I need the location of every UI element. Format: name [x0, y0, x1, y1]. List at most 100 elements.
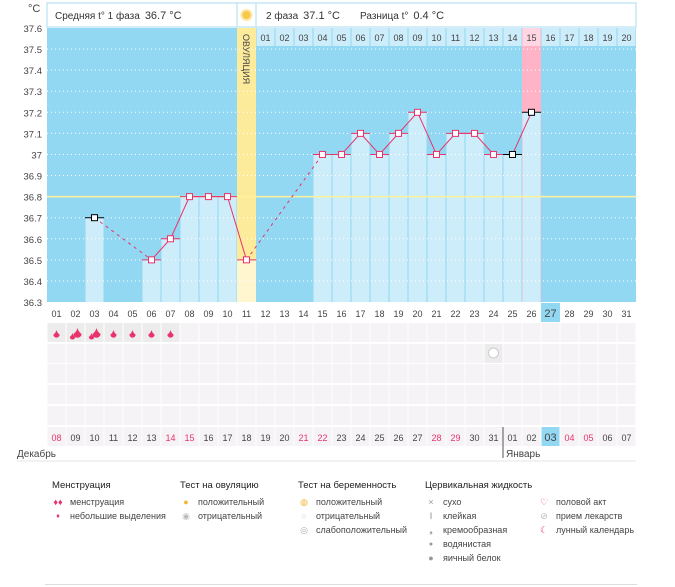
date-cell — [579, 427, 598, 446]
temperature-bar — [465, 133, 484, 302]
symptom-cell — [579, 323, 598, 342]
menstruation-icon — [92, 328, 101, 338]
legend-pregnancy-test: Тест на беременность ◍ положительный ○ отр… — [298, 480, 407, 537]
egg-white-icon: ● — [428, 553, 434, 563]
phase2-day-label: 08 — [393, 33, 403, 43]
cycle-day-label: 10 — [222, 309, 232, 319]
symptom-cell — [218, 344, 237, 363]
date-label: 18 — [241, 433, 251, 443]
temperature-line-segment — [341, 133, 361, 155]
date-label: 10 — [89, 433, 99, 443]
phase2-day-cell — [389, 28, 408, 46]
symptom-cell — [370, 344, 389, 363]
temperature-line-segment — [94, 217, 152, 261]
symptom-cell — [66, 344, 85, 363]
divider — [45, 584, 637, 585]
y-tick-label: 37.6 — [24, 24, 43, 35]
symptom-cell — [104, 364, 123, 383]
cycle-day-label: 24 — [488, 309, 498, 319]
date-label: 12 — [127, 433, 137, 443]
phase2-day-label: 18 — [583, 33, 593, 43]
symptom-cell — [218, 406, 237, 425]
symptom-cell — [237, 364, 256, 383]
date-cell — [142, 427, 161, 446]
symptom-cell — [47, 406, 66, 425]
symptom-cell — [256, 364, 275, 383]
symptom-cell — [484, 385, 503, 404]
date-cell — [66, 427, 85, 446]
y-tick-label: 36.8 — [24, 193, 43, 204]
symptom-cell — [617, 344, 636, 363]
temperature-bar — [484, 154, 503, 302]
cycle-day-label: 27 — [544, 308, 556, 320]
symptom-cell — [389, 406, 408, 425]
ovulation-column-lower — [237, 259, 256, 302]
symptom-cell — [351, 385, 370, 404]
symptom-cell — [522, 323, 541, 342]
phase2-day-cell — [351, 28, 370, 46]
date-cell — [465, 427, 484, 446]
symptom-cell — [104, 385, 123, 404]
date-cell — [446, 427, 465, 446]
temperature-line-segment — [360, 133, 380, 155]
phase2-day-label: 13 — [488, 33, 498, 43]
symptom-cell — [104, 406, 123, 425]
date-cell — [598, 427, 617, 446]
phase2-day-label: 06 — [355, 33, 365, 43]
symptom-cell — [389, 385, 408, 404]
date-label: 15 — [184, 433, 194, 443]
symptom-cell — [218, 364, 237, 383]
cycle-day-label: 15 — [317, 309, 327, 319]
symptom-cell — [541, 385, 560, 404]
creamy-icon: ❟ — [429, 524, 433, 535]
cycle-day-label: 22 — [450, 309, 460, 319]
cycle-day-label: 30 — [602, 309, 612, 319]
symptom-cell — [579, 385, 598, 404]
date-cell — [503, 427, 522, 446]
date-cell — [408, 427, 427, 446]
symptom-cell — [237, 323, 256, 342]
symptom-cell — [408, 344, 427, 363]
symptom-cell — [294, 385, 313, 404]
temperature-bar — [408, 112, 427, 302]
date-label: 02 — [526, 433, 536, 443]
date-label: 07 — [621, 433, 631, 443]
symptom-cell — [408, 385, 427, 404]
date-label: 11 — [109, 433, 118, 443]
temperature-bar — [370, 154, 389, 302]
symptom-cell — [161, 406, 180, 425]
symptom-cell — [123, 344, 142, 363]
phase2-day-label: 15 — [526, 33, 536, 43]
symptom-cell — [351, 406, 370, 425]
symptom-cell — [351, 364, 370, 383]
symptom-cell — [503, 406, 522, 425]
temperature-point — [205, 193, 212, 201]
symptom-cell — [275, 385, 294, 404]
symptom-cell — [218, 385, 237, 404]
date-label: 14 — [165, 433, 175, 443]
temperature-point — [338, 150, 345, 158]
temperature-bar — [522, 112, 541, 302]
date-cell — [484, 427, 503, 446]
symptom-cell — [427, 385, 446, 404]
temperature-bar — [218, 196, 237, 302]
legend-item: лунный календарь — [556, 525, 635, 535]
temperature-bar — [332, 154, 351, 302]
symptom-cell — [484, 406, 503, 425]
temperature-bar — [85, 217, 104, 302]
phase2-day-cell — [313, 28, 332, 46]
date-cell — [541, 427, 560, 446]
cycle-day-label: 05 — [127, 309, 137, 319]
symptom-cell — [579, 344, 598, 363]
symptom-cell — [85, 406, 104, 425]
symptom-cell — [522, 385, 541, 404]
month-label: Январь — [506, 449, 540, 460]
symptom-cell — [446, 406, 465, 425]
cycle-day-label: 06 — [146, 309, 156, 319]
legend-item: положительный — [198, 497, 265, 507]
phase2-day-label: 16 — [545, 33, 555, 43]
symptom-cell — [294, 364, 313, 383]
cycle-day-label: 17 — [355, 309, 365, 319]
spotting-icon — [148, 330, 155, 338]
